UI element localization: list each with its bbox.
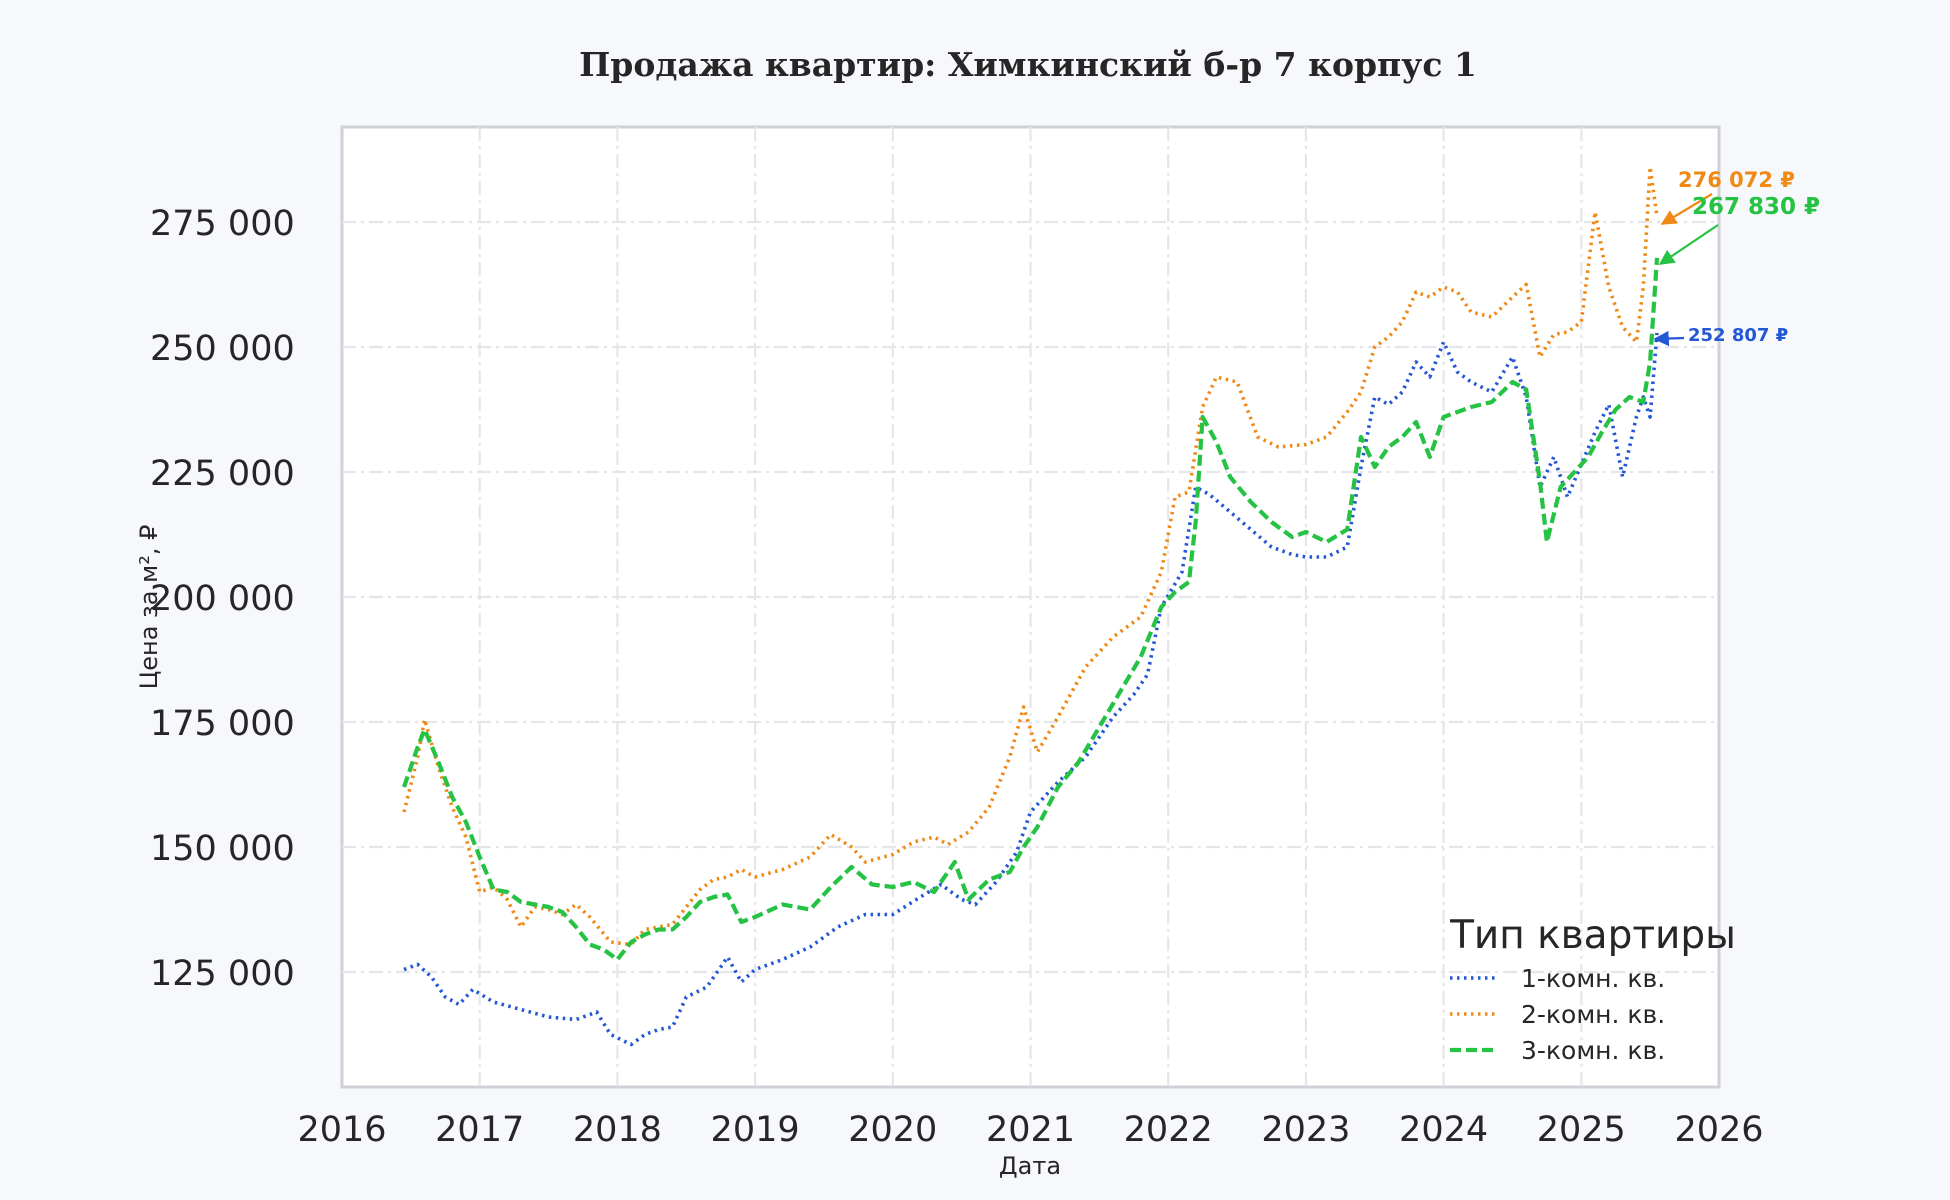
y-axis-label: Цена за м², ₽ xyxy=(135,525,163,690)
legend: Тип квартиры 1-комн. кв. 2-комн. кв. 3-ком… xyxy=(1449,913,1736,1065)
chart-title: Продажа квартир: Химкинский б-р 7 корпус… xyxy=(579,45,1477,84)
x-tick-label: 2023 xyxy=(1261,1110,1350,1150)
legend-items: 1-комн. кв. 2-комн. кв. 3-комн. кв. xyxy=(1450,964,1665,1065)
x-tick-label: 2020 xyxy=(848,1110,937,1150)
annotation-label: 252 807 ₽ xyxy=(1688,325,1788,346)
x-tick-label: 2022 xyxy=(1124,1110,1213,1150)
y-gridlines xyxy=(342,220,1719,974)
end-value-annotations: 276 072 ₽267 830 ₽ 252 807 ₽ xyxy=(1653,168,1820,347)
x-tick-label: 2017 xyxy=(435,1110,524,1150)
x-tick-label: 2018 xyxy=(573,1110,662,1150)
legend-title: Тип квартиры xyxy=(1449,913,1736,958)
x-tick-label: 2024 xyxy=(1399,1110,1488,1150)
x-tick-label: 2016 xyxy=(297,1110,386,1150)
y-axis-ticks: 125 000 150 000 175 000 200 000 225 000 250 0… xyxy=(150,204,295,994)
x-tick-label: 2026 xyxy=(1674,1110,1763,1150)
x-axis-label: Дата xyxy=(999,1152,1061,1180)
annotation-label: 267 830 ₽ xyxy=(1692,194,1820,220)
x-gridlines xyxy=(478,127,1583,1087)
legend-entry-label: 3-комн. кв. xyxy=(1521,1036,1665,1065)
y-tick-label: 275 000 xyxy=(150,204,295,244)
x-tick-label: 2025 xyxy=(1537,1110,1626,1150)
y-tick-label: 150 000 xyxy=(150,829,295,869)
annotation-label: 276 072 ₽ xyxy=(1678,168,1795,192)
x-tick-label: 2021 xyxy=(986,1110,1075,1150)
annotation-arrow xyxy=(1653,330,1685,347)
y-tick-label: 225 000 xyxy=(150,454,295,494)
legend-entry-label: 1-комн. кв. xyxy=(1521,964,1665,993)
y-tick-label: 250 000 xyxy=(150,329,295,369)
y-tick-label: 200 000 xyxy=(150,579,295,619)
annotation-arrow xyxy=(1660,193,1713,225)
legend-entry-label: 2-комн. кв. xyxy=(1521,1000,1665,1029)
series-line-2 xyxy=(402,165,1659,947)
y-tick-label: 125 000 xyxy=(150,954,295,994)
x-tick-label: 2019 xyxy=(711,1110,800,1150)
y-tick-label: 175 000 xyxy=(150,704,295,744)
series-line-3 xyxy=(402,257,1660,962)
series-lines xyxy=(402,165,1660,1047)
x-axis-ticks: 2016 2017 2018 2019 2020 2021 2022 2023 2024 2025… xyxy=(297,1110,1763,1150)
annotation-arrow xyxy=(1658,224,1719,265)
